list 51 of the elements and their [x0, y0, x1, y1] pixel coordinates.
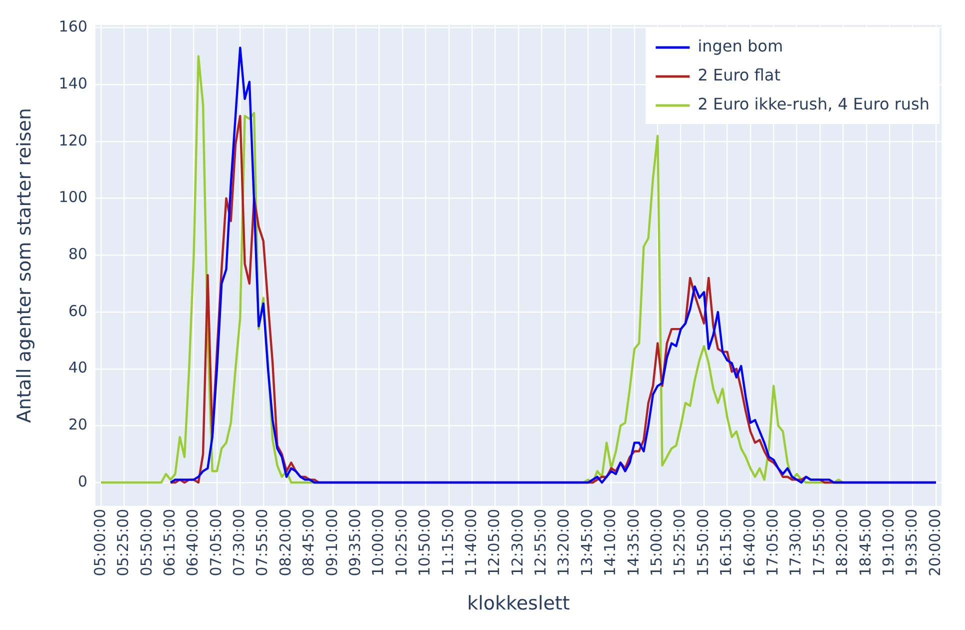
- x-tick-label: 10:50:00: [416, 508, 434, 576]
- x-tick-label: 17:05:00: [763, 508, 782, 576]
- x-tick-label: 09:10:00: [322, 508, 341, 576]
- x-tick-label: 10:25:00: [392, 508, 410, 576]
- y-tick-label: 80: [68, 245, 88, 264]
- x-tick-label: 05:00:00: [90, 508, 109, 576]
- x-tick-label: 16:15:00: [717, 508, 736, 576]
- x-tick-label: 12:05:00: [485, 508, 504, 576]
- x-tick-label: 11:15:00: [438, 508, 457, 576]
- legend-label: 2 Euro flat: [698, 66, 780, 85]
- x-tick-label: 09:35:00: [346, 508, 364, 576]
- x-tick-label: 15:50:00: [694, 508, 712, 576]
- x-tick-label: 19:10:00: [879, 508, 898, 576]
- x-tick-label: 17:30:00: [786, 508, 805, 576]
- x-tick-label: 14:35:00: [624, 508, 642, 576]
- x-tick-label: 06:40:00: [184, 508, 202, 576]
- y-tick-label: 160: [58, 18, 88, 36]
- x-tick-label: 20:00:00: [926, 508, 944, 576]
- legend-label: ingen bom: [698, 36, 784, 56]
- legend-label: 2 Euro ikke-rush, 4 Euro rush: [698, 94, 930, 114]
- y-tick-label: 60: [68, 302, 88, 320]
- x-axis-title: klokkeslett: [467, 592, 570, 615]
- x-tick-label: 16:40:00: [740, 508, 758, 576]
- x-tick-label: 12:55:00: [532, 508, 550, 576]
- y-tick-label: 20: [68, 416, 88, 434]
- x-tick-label: 05:50:00: [137, 508, 156, 576]
- x-tick-label: 18:20:00: [833, 508, 852, 576]
- x-tick-label: 12:30:00: [508, 508, 526, 576]
- y-tick-label: 100: [58, 188, 88, 206]
- x-tick-label: 17:55:00: [810, 508, 828, 576]
- y-tick-label: 40: [68, 358, 88, 377]
- x-tick-label: 15:00:00: [648, 508, 666, 576]
- x-tick-label: 14:10:00: [601, 508, 620, 576]
- x-tick-label: 15:25:00: [670, 508, 689, 576]
- y-tick-label: 120: [58, 131, 88, 150]
- x-tick-label: 07:30:00: [230, 508, 248, 576]
- x-tick-label: 08:20:00: [276, 508, 294, 576]
- x-tick-label: 10:00:00: [369, 508, 388, 576]
- x-tick-label: 07:55:00: [253, 508, 272, 576]
- x-tick-label: 13:20:00: [554, 508, 573, 576]
- x-tick-label: 06:15:00: [160, 508, 178, 576]
- x-tick-label: 05:25:00: [114, 508, 132, 576]
- x-tick-label: 19:35:00: [902, 508, 921, 576]
- x-tick-label: 11:40:00: [462, 508, 480, 576]
- x-tick-label: 07:05:00: [206, 508, 225, 576]
- x-tick-label: 18:45:00: [856, 508, 874, 576]
- x-tick-label: 08:45:00: [300, 508, 318, 576]
- y-tick-label: 0: [78, 472, 88, 490]
- y-axis-title: Antall agenter som starter reisen: [13, 108, 36, 423]
- x-tick-label: 13:45:00: [578, 508, 596, 576]
- y-tick-label: 140: [58, 74, 88, 93]
